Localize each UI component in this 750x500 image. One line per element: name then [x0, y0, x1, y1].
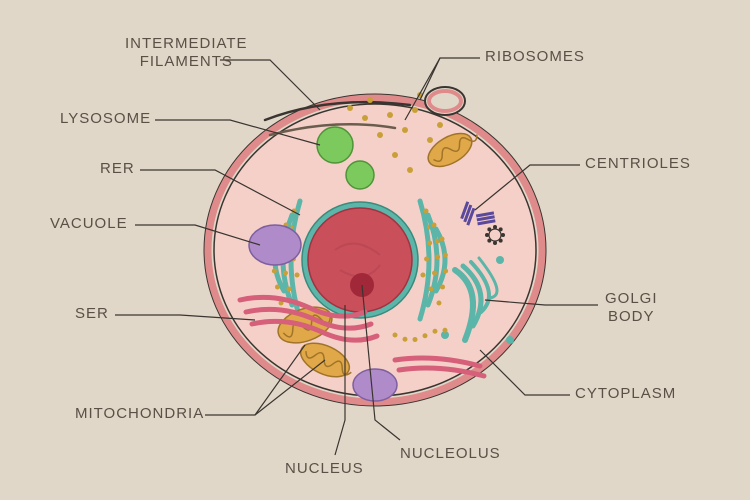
label-nucleus: NUCLEUS: [285, 460, 364, 478]
label-centrioles: CENTRIOLES: [585, 155, 691, 173]
label-ribosomes: RIBOSOMES: [485, 48, 585, 66]
label-rer: RER: [100, 160, 135, 178]
label-ser: SER: [75, 305, 109, 323]
cell-diagram: [0, 0, 750, 500]
label-golgi-body: GOLGI BODY: [605, 290, 658, 326]
label-lysosome: LYSOSOME: [60, 110, 151, 128]
label-intermediate-filaments: INTERMEDIATE FILAMENTS: [125, 35, 248, 71]
label-nucleolus: NUCLEOLUS: [400, 445, 501, 463]
label-mitochondria: MITOCHONDRIA: [75, 405, 204, 423]
label-vacuole: VACUOLE: [50, 215, 128, 233]
label-cytoplasm: CYTOPLASM: [575, 385, 676, 403]
